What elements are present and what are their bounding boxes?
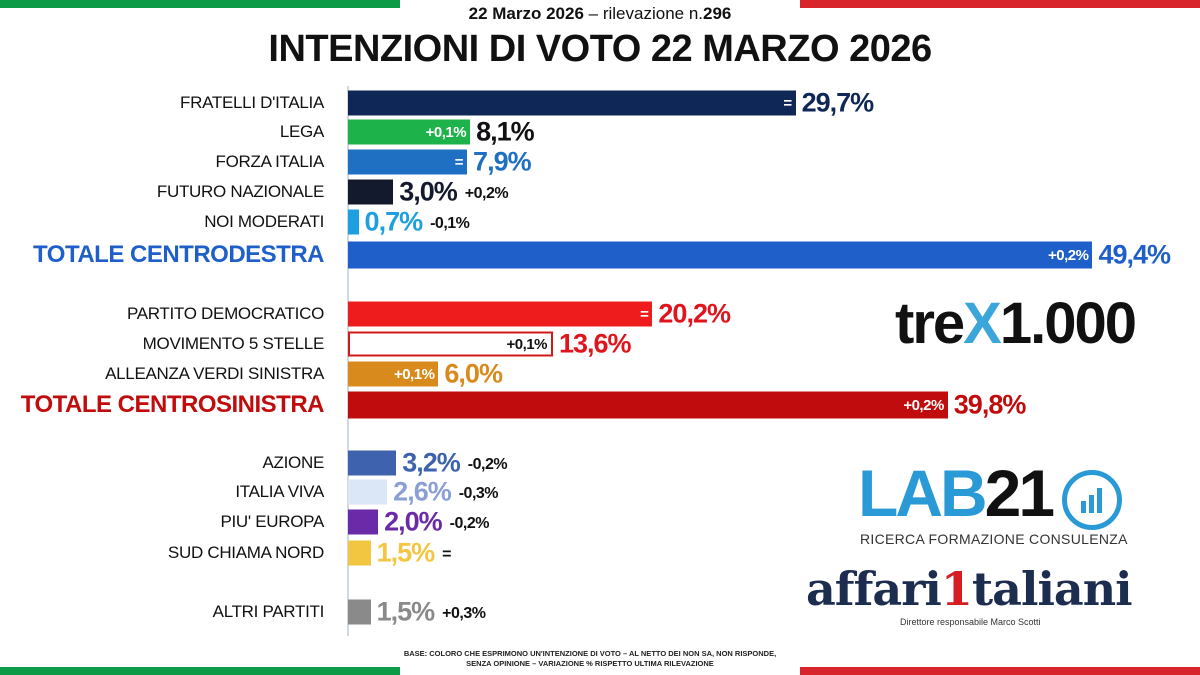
bar xyxy=(348,179,394,205)
change-label: -0,2% xyxy=(449,515,490,532)
party-label: LEGA xyxy=(279,122,324,141)
change-label: +0,2% xyxy=(903,396,944,414)
party-label: NOI MODERATI xyxy=(204,212,324,231)
bar xyxy=(348,450,397,476)
bar: +0,2% xyxy=(348,241,1093,269)
affaritaliani-director: Direttore responsabile Marco Scotti xyxy=(900,617,1041,627)
bar xyxy=(348,509,379,535)
change-label: +0,2% xyxy=(464,185,509,202)
value-label: 2,6% xyxy=(393,476,452,507)
change-label: +0,1% xyxy=(425,123,467,141)
page-title: INTENZIONI DI VOTO 22 MARZO 2026 xyxy=(268,28,932,70)
value-label: 2,0% xyxy=(384,506,443,537)
change-label: +0,1% xyxy=(393,365,435,383)
party-label: TOTALE CENTROSINISTRA xyxy=(20,391,325,418)
bar: = xyxy=(348,301,653,327)
chart-circle-icon xyxy=(1062,470,1122,530)
value-label: 8,1% xyxy=(476,116,535,147)
flag-stripe-red-top xyxy=(800,0,1200,8)
lab21-tagline: RICERCA FORMAZIONE CONSULENZA xyxy=(860,531,1128,547)
party-label: SUD CHIAMA NORD xyxy=(167,543,324,562)
flag-stripe-green-bottom xyxy=(0,667,400,675)
value-label: 49,4% xyxy=(1098,239,1171,270)
bar: +0,1% xyxy=(348,331,553,357)
bar xyxy=(348,479,388,505)
party-label: PIU' EUROPA xyxy=(220,512,324,531)
party-label: ALLEANZA VERDI SINISTRA xyxy=(105,364,324,383)
bar xyxy=(348,599,371,625)
change-label: +0,3% xyxy=(442,605,486,622)
survey-prefix: – rilevazione n. xyxy=(588,4,703,23)
change-label: = xyxy=(640,305,649,323)
change-label: = xyxy=(783,94,792,112)
bar xyxy=(348,540,371,566)
bar xyxy=(348,209,359,235)
value-label: 20,2% xyxy=(658,298,731,329)
lab21-logo: LAB21 xyxy=(858,456,1055,530)
party-label: ITALIA VIVA xyxy=(235,482,324,501)
change-label: = xyxy=(442,546,451,563)
survey-number: 296 xyxy=(703,4,732,23)
change-label: = xyxy=(454,153,464,171)
value-label: 6,0% xyxy=(444,358,503,389)
affaritaliani-logo: affari1taliani xyxy=(806,562,1133,616)
value-label: 1,5% xyxy=(376,537,436,568)
bar: +0,1% xyxy=(348,119,471,145)
value-label: 3,2% xyxy=(402,447,461,478)
tre-x-1000-logo: treX1.000 xyxy=(895,291,1137,356)
party-label: AZIONE xyxy=(262,453,325,472)
flag-stripe-red-bottom xyxy=(800,667,1200,675)
value-label: 0,7% xyxy=(364,206,424,237)
bar: = xyxy=(348,149,468,175)
survey-date: 22 Marzo 2026 xyxy=(468,4,584,23)
axis-line xyxy=(347,86,349,636)
value-label: 1,5% xyxy=(376,596,436,627)
subtitle: 22 Marzo 2026 – rilevazione n.296 xyxy=(0,4,1200,24)
value-label: 3,0% xyxy=(399,176,458,207)
party-label: FUTURO NAZIONALE xyxy=(156,182,324,201)
change-label: -0,3% xyxy=(458,485,499,502)
footnote: BASE: COLORO CHE ESPRIMONO UN'INTENZIONE… xyxy=(403,649,777,668)
bar: +0,1% xyxy=(348,361,439,387)
party-label: PARTITO DEMOCRATICO xyxy=(126,304,324,323)
party-label: ALTRI PARTITI xyxy=(212,602,325,621)
change-label: +0,1% xyxy=(506,335,547,353)
change-label: +0,2% xyxy=(1048,246,1089,264)
bar: +0,2% xyxy=(348,391,948,419)
value-label: 39,8% xyxy=(953,389,1027,420)
value-label: 13,6% xyxy=(558,328,632,359)
value-label: 29,7% xyxy=(801,87,875,118)
party-label: FORZA ITALIA xyxy=(215,152,325,171)
party-label: TOTALE CENTRODESTRA xyxy=(33,241,324,268)
change-label: -0,1% xyxy=(430,215,470,232)
party-label: MOVIMENTO 5 STELLE xyxy=(142,334,325,353)
change-label: -0,2% xyxy=(467,456,508,473)
value-label: 7,9% xyxy=(473,146,532,177)
flag-stripe-green-top xyxy=(0,0,400,8)
party-label: FRATELLI D'ITALIA xyxy=(180,93,324,112)
bar: = xyxy=(348,90,796,116)
